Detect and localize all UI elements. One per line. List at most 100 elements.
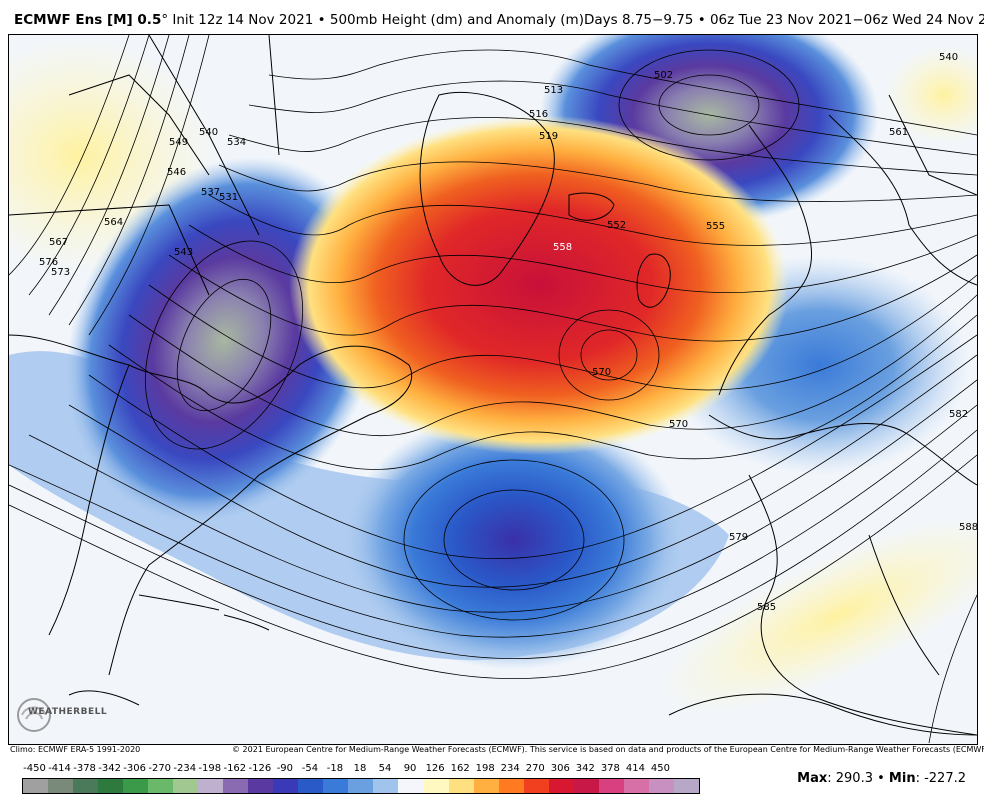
legend-swatch <box>223 779 249 793</box>
legend-tick-label: 270 <box>525 763 545 774</box>
valid-days: Days 8.75−9.75 <box>583 12 694 28</box>
contour-label-543: 543 <box>174 247 193 258</box>
height-contours <box>9 35 977 744</box>
contour-label-502: 502 <box>654 70 673 81</box>
legend-tick-label: 342 <box>575 763 595 774</box>
legend-swatch <box>73 779 99 793</box>
contour-label-564: 564 <box>104 217 123 228</box>
contour-label-585: 585 <box>757 602 776 613</box>
swirl-icon <box>17 698 51 732</box>
positive-anomaly-northeast <box>884 45 977 145</box>
legend-swatch <box>173 779 199 793</box>
negative-anomaly-mid-atlantic <box>344 410 684 670</box>
legend-swatch <box>398 779 424 793</box>
forecast-map: 502 513 516 519 534 537 540 543 546 549 … <box>8 34 978 745</box>
max-min-readout: Max: 290.3 • Min: -227.2 <box>797 771 966 786</box>
anomaly-legend: -450 -414 -378 -342 -306 -270 -234 -198 -162 -126… <box>14 763 704 803</box>
legend-swatch <box>373 779 399 793</box>
climo-credit: Climo: ECMWF ERA-5 1991-2020 <box>10 745 141 754</box>
contour-label-519: 519 <box>539 131 558 142</box>
legend-tick-label: -198 <box>198 763 222 774</box>
contour-label-north-east: 540 <box>939 52 958 63</box>
map-canvas: 502 513 516 519 534 537 540 543 546 549 … <box>9 35 977 744</box>
legend-swatch <box>548 779 574 793</box>
legend-tick-label: -342 <box>98 763 121 774</box>
legend-swatch <box>198 779 224 793</box>
contour-label-582: 582 <box>949 409 968 420</box>
legend-tick-label: -90 <box>276 763 294 774</box>
contour-label-573: 573 <box>51 267 70 278</box>
contour-label-576: 576 <box>39 257 58 268</box>
legend-swatch <box>573 779 599 793</box>
positive-anomaly-greenland <box>289 115 789 455</box>
legend-tick-labels: -450 -414 -378 -342 -306 -270 -234 -198 -162 -126… <box>14 763 704 777</box>
positive-anomaly-southwest-europe <box>655 514 977 716</box>
max-label: Max <box>797 771 828 786</box>
contour-label-555: 555 <box>706 221 725 232</box>
legend-tick-label: 126 <box>425 763 445 774</box>
legend-colorbar <box>22 778 700 794</box>
legend-tick-label: 18 <box>353 763 367 774</box>
min-value: : -227.2 <box>915 771 966 786</box>
contour-label-567: 567 <box>49 237 68 248</box>
legend-swatch <box>23 779 49 793</box>
copyright-credit: © 2021 European Centre for Medium-Range … <box>232 745 984 754</box>
contour-label-531: 531 <box>219 192 238 203</box>
max-value: : 290.3 <box>827 771 873 786</box>
valid-range: 06z Tue 23 Nov 2021−06z Wed 24 Nov 2021 <box>709 12 984 28</box>
contour-label-546: 546 <box>167 167 186 178</box>
contour-label-558: 558 <box>553 242 572 253</box>
contour-label-537: 537 <box>201 187 220 198</box>
legend-tick-label: -378 <box>73 763 96 774</box>
legend-tick-label: 162 <box>450 763 470 774</box>
legend-tick-label: 378 <box>600 763 620 774</box>
map-title: ECMWF Ens [M] 0.5° Init 12z 14 Nov 2021 … <box>14 12 984 28</box>
legend-tick-label: 234 <box>500 763 520 774</box>
legend-tick-label: -450 <box>23 763 46 774</box>
legend-tick-label: -306 <box>123 763 147 774</box>
legend-swatch <box>48 779 74 793</box>
contour-label-534: 534 <box>227 137 246 148</box>
legend-swatch <box>473 779 499 793</box>
legend-swatch <box>673 779 699 793</box>
legend-tick-label: -414 <box>48 763 71 774</box>
legend-tick-label: -234 <box>173 763 197 774</box>
product-name: 500mb Height (dm) and Anomaly (m) <box>329 12 584 28</box>
contour-label-549: 549 <box>169 137 188 148</box>
legend-tick-label: 198 <box>475 763 495 774</box>
contour-label-570: 570 <box>592 367 611 378</box>
legend-tick-label: 450 <box>650 763 670 774</box>
legend-swatch <box>248 779 274 793</box>
legend-swatch <box>648 779 674 793</box>
contour-label-588: 588 <box>959 522 977 533</box>
legend-swatch <box>448 779 474 793</box>
legend-swatch <box>598 779 624 793</box>
legend-tick-label: -126 <box>248 763 272 774</box>
contour-label-570b: 570 <box>669 419 688 430</box>
max-min-separator: • <box>872 771 889 786</box>
legend-swatch <box>348 779 374 793</box>
legend-tick-label: -162 <box>223 763 247 774</box>
contour-label-579: 579 <box>729 532 748 543</box>
legend-tick-label: -270 <box>148 763 172 774</box>
contour-label-552: 552 <box>607 220 626 231</box>
legend-swatch <box>273 779 299 793</box>
weatherbell-logo: WEATHERBELL <box>14 695 107 735</box>
legend-swatch <box>623 779 649 793</box>
legend-tick-label: 90 <box>403 763 417 774</box>
legend-swatch <box>298 779 324 793</box>
contour-label-513: 513 <box>544 85 563 96</box>
legend-tick-label: 54 <box>378 763 392 774</box>
degree-symbol: ° <box>161 12 169 28</box>
contour-labels: 502 513 516 519 534 537 540 543 546 549 … <box>39 52 977 613</box>
legend-swatch <box>523 779 549 793</box>
legend-swatch <box>123 779 149 793</box>
legend-tick-label: -18 <box>326 763 344 774</box>
model-name: ECMWF Ens [M] 0.5 <box>14 12 162 28</box>
contour-label-516: 516 <box>529 109 548 120</box>
legend-swatch <box>423 779 449 793</box>
legend-swatch <box>323 779 349 793</box>
legend-swatch <box>148 779 174 793</box>
legend-tick-label: 306 <box>550 763 570 774</box>
legend-tick-label: 414 <box>625 763 645 774</box>
